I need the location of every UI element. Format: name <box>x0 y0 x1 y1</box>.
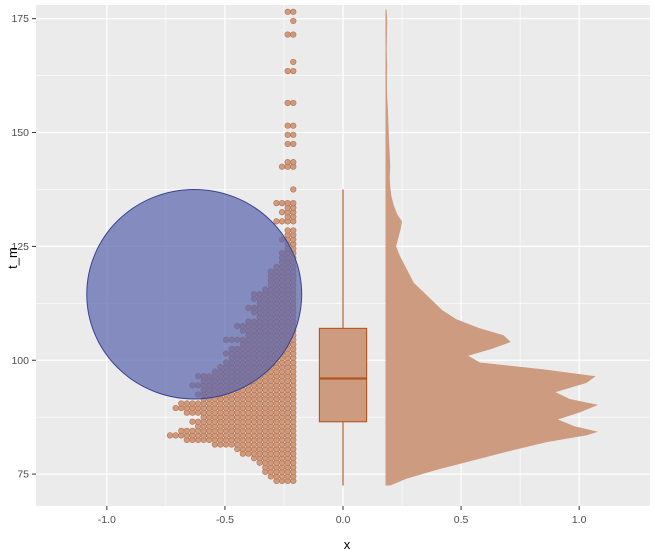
dot-point <box>290 186 297 193</box>
dot-point <box>273 200 280 207</box>
dot-point <box>278 209 286 216</box>
dot-point <box>278 163 286 170</box>
dot-point <box>290 99 297 107</box>
dot-point <box>284 140 291 148</box>
box-iqr <box>318 327 368 423</box>
dot-point <box>290 140 297 148</box>
x-tick-label: 1.0 <box>572 514 587 526</box>
y-tick-label: 100 <box>11 355 29 367</box>
dot-point <box>178 427 185 434</box>
dot-point <box>284 227 291 234</box>
dot-point <box>284 131 291 138</box>
x-tick-label: 0.5 <box>454 514 469 526</box>
dot-point <box>284 200 291 207</box>
dot-point <box>290 159 297 166</box>
dot-point <box>189 400 196 407</box>
dot-point <box>290 31 297 38</box>
x-tick-label: -0.5 <box>216 514 234 526</box>
y-tick-label: 125 <box>11 241 29 253</box>
dot-point <box>284 122 291 129</box>
x-axis-title: x <box>344 537 351 552</box>
y-tick-label: 75 <box>17 469 29 481</box>
dot-point <box>183 427 190 434</box>
x-tick-label: -1.0 <box>98 514 116 526</box>
dot-point <box>172 432 179 439</box>
dot-point <box>290 67 297 75</box>
dot-point <box>284 67 291 75</box>
dot-point <box>290 17 297 25</box>
dot-point <box>290 200 297 207</box>
y-tick-label: 150 <box>11 127 29 139</box>
dot-point <box>189 418 196 425</box>
dot-point <box>284 159 291 166</box>
circle-overlay <box>86 188 303 400</box>
dot-point <box>278 218 286 225</box>
circle-overlay-layer <box>86 188 303 400</box>
dot-point <box>178 400 185 407</box>
dot-point <box>273 218 280 225</box>
dot-point <box>189 427 196 434</box>
dot-point <box>172 404 179 412</box>
dot-point <box>278 200 286 207</box>
dot-point <box>194 400 202 407</box>
y-tick-label: 175 <box>11 13 29 25</box>
y-axis-title: t_m <box>5 247 20 269</box>
dot-point <box>290 122 297 129</box>
boxplot-layer <box>318 189 368 486</box>
axes-layer: -1.0 -0.5 0.0 0.5 1.0 75 100 125 150 175 <box>11 13 586 526</box>
dot-point <box>194 418 202 425</box>
dot-point <box>284 99 291 107</box>
dot-point <box>284 31 291 38</box>
x-tick-label: 0.0 <box>336 514 351 526</box>
dot-point <box>183 400 190 407</box>
dot-point <box>290 8 297 15</box>
dot-point <box>290 227 297 234</box>
dot-point <box>290 58 297 66</box>
dot-point <box>166 432 174 439</box>
density-layer <box>385 9 599 486</box>
dot-point <box>284 8 291 15</box>
dot-point <box>290 131 297 138</box>
density-area <box>385 9 599 486</box>
